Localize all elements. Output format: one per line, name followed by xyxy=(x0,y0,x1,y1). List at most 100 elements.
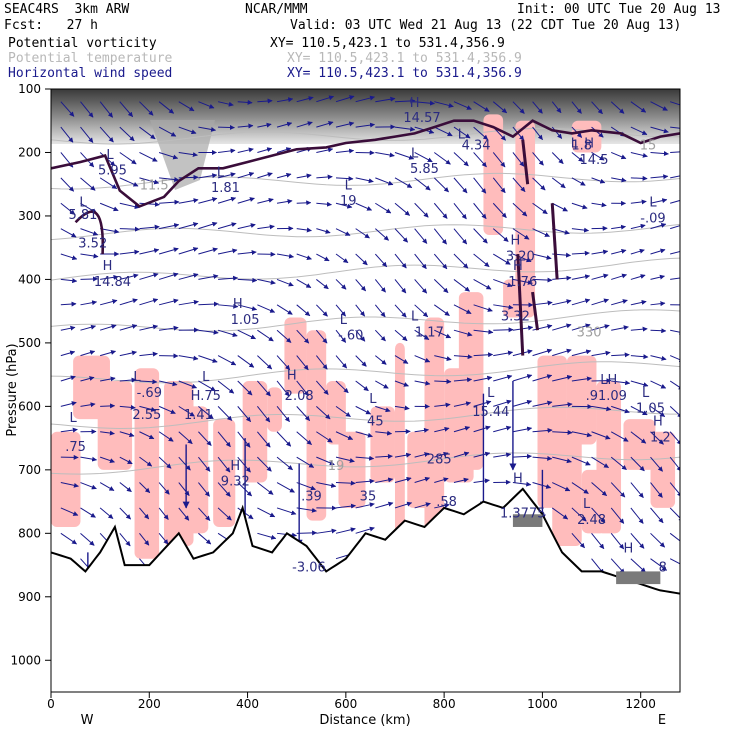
wind-arrow xyxy=(60,427,78,433)
wind-arrow xyxy=(80,482,97,490)
wind-arrow xyxy=(315,355,328,370)
wind-arrow xyxy=(198,126,217,132)
theta-contour-label: 19 xyxy=(328,459,345,474)
wind-arrow xyxy=(375,453,393,459)
wind-arrow xyxy=(99,482,115,491)
wind-arrow xyxy=(100,430,115,436)
extremum-label: -.60 xyxy=(338,329,363,344)
wind-arrow xyxy=(276,253,295,259)
plot-frame xyxy=(50,88,681,693)
wind-arrow xyxy=(355,279,366,292)
wind-arrow xyxy=(394,452,412,458)
wind-arrow xyxy=(552,275,572,281)
wind-arrow xyxy=(316,431,333,443)
wind-arrow xyxy=(375,202,392,214)
pink-shading-region xyxy=(284,317,307,394)
extremum-label: -.09 xyxy=(640,211,665,226)
wind-arrow xyxy=(630,101,647,113)
wind-arrow xyxy=(276,199,293,204)
wind-arrow xyxy=(257,380,271,397)
wind-arrow xyxy=(60,126,74,143)
extremum-label: 285 xyxy=(427,452,452,467)
x-tick-label: 1000 xyxy=(527,697,558,711)
wind-arrow xyxy=(532,277,553,283)
legend-theta-xy: XY= 110.5,423.1 to 531.4,356.9 xyxy=(287,51,522,66)
wind-arrow xyxy=(119,404,136,410)
wind-arrow xyxy=(257,98,273,104)
pv-contour xyxy=(74,210,105,255)
wind-arrow xyxy=(276,172,292,179)
y-tick-label: 100 xyxy=(18,82,41,96)
pink-shading-region xyxy=(267,387,282,432)
wind-arrow xyxy=(158,507,169,520)
wind-arrow xyxy=(178,198,199,204)
wind-arrow xyxy=(158,101,175,114)
extremum-label: .58 xyxy=(436,495,457,510)
extremum-label: 5.85 xyxy=(410,162,439,177)
wind-arrow xyxy=(316,121,334,128)
wind-arrow xyxy=(237,223,256,230)
wind-arrow xyxy=(473,329,494,335)
wind-arrow xyxy=(335,121,355,128)
wind-arrow xyxy=(591,507,606,524)
wind-arrow xyxy=(355,455,375,461)
upper-gray-plume xyxy=(150,120,215,190)
extremum-label: 19 xyxy=(340,194,357,209)
wind-arrow xyxy=(217,172,236,179)
wind-arrow xyxy=(670,199,680,204)
wind-arrow xyxy=(257,329,274,342)
pink-shading-region xyxy=(306,330,327,521)
wind-arrow xyxy=(453,477,469,484)
terrain-surface-line xyxy=(51,487,680,595)
wind-arrow xyxy=(591,324,610,331)
wind-arrow xyxy=(650,328,667,334)
wind-arrow xyxy=(434,402,451,408)
wind-arrow xyxy=(139,379,158,385)
wind-arrow xyxy=(316,405,331,420)
wind-arrow xyxy=(493,304,514,310)
wind-arrow xyxy=(414,228,428,244)
wind-arrow xyxy=(591,249,609,255)
wind-arrow xyxy=(394,279,407,294)
wind-arrow xyxy=(355,253,368,266)
wind-arrow xyxy=(119,377,137,383)
wind-arrow xyxy=(532,455,553,461)
wind-arrow xyxy=(276,278,294,287)
extremum-label: L xyxy=(345,178,353,193)
wind-arrow xyxy=(296,173,312,179)
wind-arrow xyxy=(139,248,160,255)
pink-shading-region xyxy=(370,406,395,483)
wind-arrow xyxy=(316,482,337,488)
wind-arrow xyxy=(217,380,235,394)
wind-arrow xyxy=(276,456,293,471)
theta-contour xyxy=(51,223,680,241)
wind-arrow xyxy=(139,298,159,306)
extremum-label: 1.05 xyxy=(231,313,260,328)
wind-arrow xyxy=(198,173,218,179)
extremum-label: H xyxy=(287,369,297,384)
wind-arrow xyxy=(335,431,354,440)
wind-arrow xyxy=(257,355,273,370)
wind-arrow xyxy=(611,248,627,255)
wind-arrow xyxy=(296,406,311,421)
wind-arrow xyxy=(394,405,410,411)
wind-arrow xyxy=(650,274,665,280)
wind-arrow xyxy=(512,202,528,217)
wind-arrow xyxy=(217,196,237,204)
wind-arrow xyxy=(473,152,487,168)
wind-arrow xyxy=(296,200,312,206)
wind-arrow xyxy=(296,227,312,233)
terrain-fill xyxy=(51,488,680,692)
wind-arrow xyxy=(473,304,493,312)
wind-arrow xyxy=(493,425,512,433)
wind-arrow xyxy=(394,380,409,387)
wind-arrow xyxy=(532,300,553,306)
wind-arrow xyxy=(630,532,645,549)
wind-arrow xyxy=(610,482,626,498)
wind-arrow xyxy=(139,101,154,116)
wind-arrow xyxy=(139,201,160,207)
wind-arrow xyxy=(650,482,663,498)
wind-arrow xyxy=(433,279,449,293)
wind-arrow xyxy=(100,299,118,306)
wind-arrow xyxy=(119,101,134,118)
